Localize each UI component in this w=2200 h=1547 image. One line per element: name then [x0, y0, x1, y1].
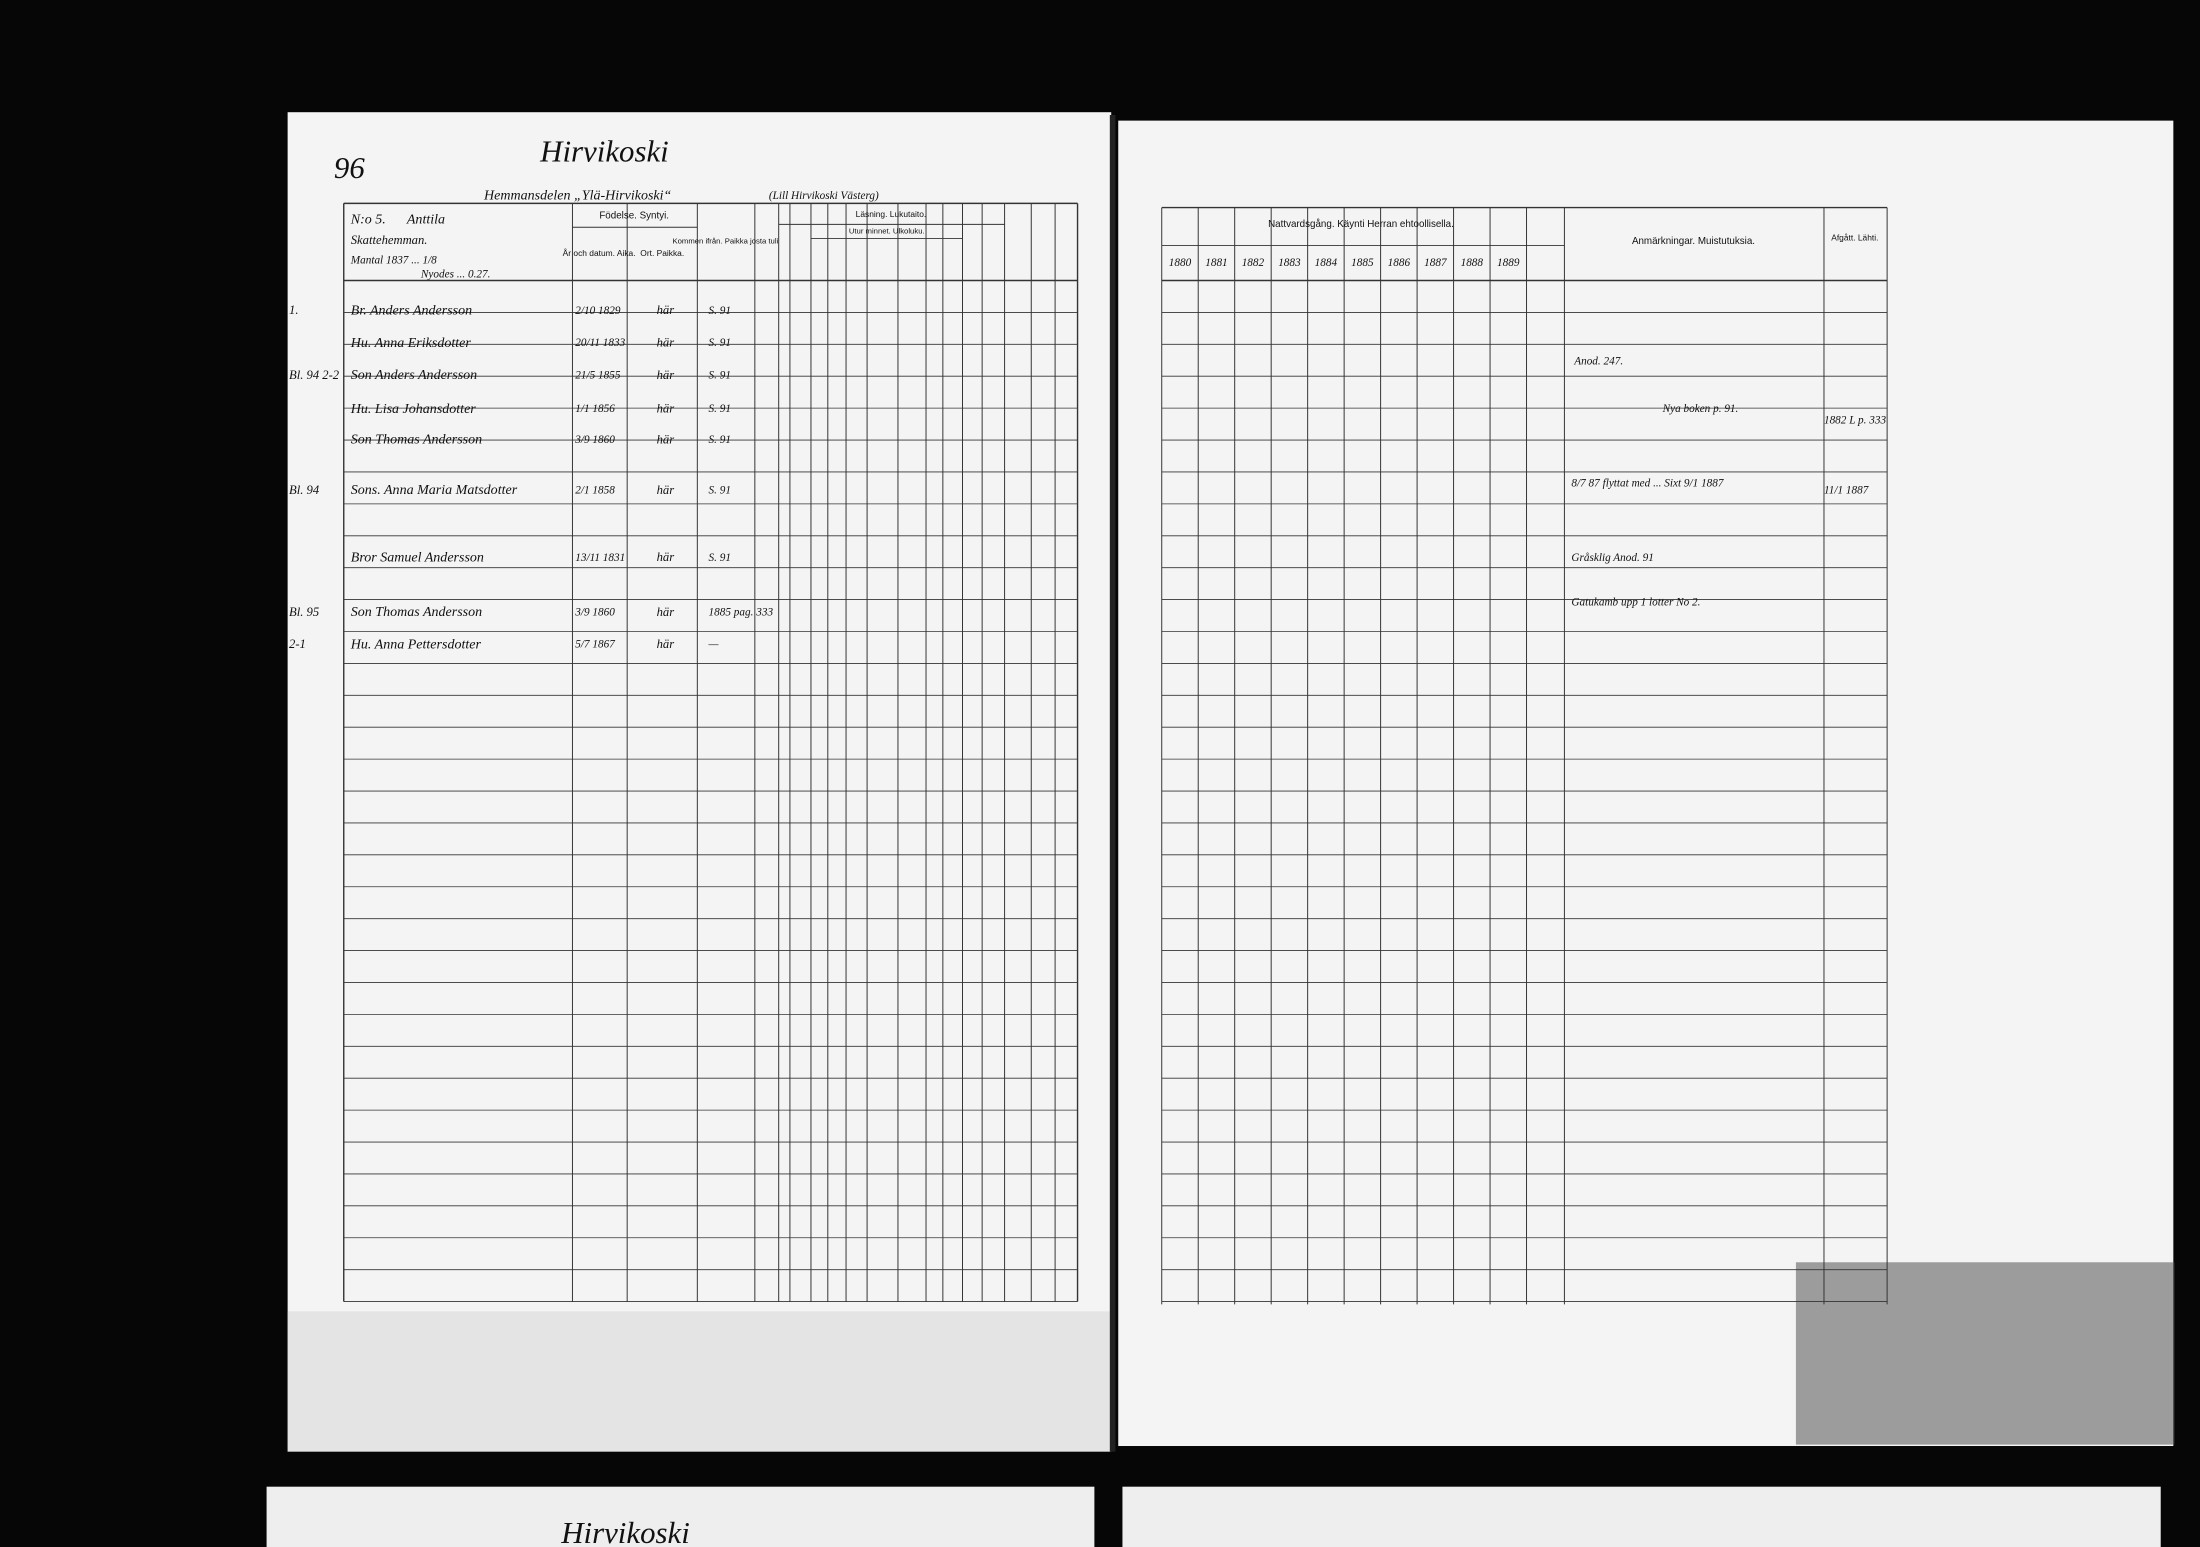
right-shadow	[1795, 1262, 2175, 1445]
text: Bror Samuel Andersson	[351, 550, 484, 565]
text: Anttila	[406, 212, 445, 227]
text-layer: 96 Hirvikoski Hemmansdelen „Ylä-Hirvikoski…	[289, 134, 1886, 1547]
text: Hu. Anna Pettersdotter	[350, 637, 482, 652]
text: 1/1 1856	[575, 403, 615, 415]
text: här	[657, 303, 675, 317]
lower-left-sheet	[266, 1486, 1095, 1547]
text: Ort. Paikka.	[640, 248, 684, 258]
text: Hu. Lisa Johansdotter	[350, 402, 477, 417]
text: här	[657, 605, 675, 619]
text: 8/7 87 flyttat med ... Sixt 9/1 1887	[1571, 477, 1723, 489]
text: här	[657, 483, 675, 497]
text: Sons. Anna Maria Matsdotter	[351, 483, 518, 498]
text: Bl. 94	[289, 483, 320, 497]
text: Gatukamb upp 1 lotter No 2.	[1571, 597, 1700, 609]
text: 2/10 1829	[575, 305, 621, 317]
text: här	[657, 432, 675, 446]
text: Läsning. Lukutaito.	[856, 209, 927, 219]
text: S. 91	[709, 337, 731, 349]
text: S. 91	[709, 369, 731, 381]
text: Br. Anders Andersson	[351, 304, 472, 319]
right-sheet	[1118, 120, 2174, 1447]
text: 1884	[1315, 257, 1338, 269]
text: 13/11 1831	[575, 552, 625, 564]
text: —	[708, 639, 720, 651]
text: 1882 L p. 333	[1824, 414, 1887, 426]
text: 2-1	[289, 637, 306, 651]
text: Son Thomas Andersson	[351, 605, 482, 620]
text: Hu. Anna Eriksdotter	[350, 336, 472, 351]
text: 11/1 1887	[1824, 484, 1869, 496]
lower-right-sheet	[1122, 1486, 2161, 1547]
text: 3/9 1860	[574, 606, 615, 618]
text: här	[657, 550, 675, 564]
text: 1885 pag. 333	[709, 606, 774, 618]
text: Afgått. Lähti.	[1831, 233, 1878, 243]
text: S. 91	[709, 552, 731, 564]
text: 96	[334, 151, 365, 185]
text: S. 91	[709, 403, 731, 415]
ruling	[343, 202, 1888, 1305]
text: 1887	[1424, 257, 1447, 269]
text: här	[657, 401, 675, 415]
text: Nattvardsgång. Käynti Herran ehtoollisel…	[1268, 219, 1454, 230]
left-shadow	[287, 1311, 1112, 1452]
text: Son Thomas Andersson	[351, 433, 482, 448]
text: Anod. 247.	[1573, 355, 1623, 367]
text: 1880	[1169, 257, 1192, 269]
text: Födelse. Syntyi.	[599, 211, 669, 222]
text: 21/5 1855	[575, 369, 621, 381]
text: Gråsklig Anod. 91	[1571, 552, 1653, 564]
text: 1883	[1278, 257, 1301, 269]
text: S. 91	[709, 434, 731, 446]
text: Mantal 1837 ... 1/8	[350, 254, 437, 266]
text: Bl. 95	[289, 605, 319, 619]
text: 1882	[1242, 257, 1265, 269]
text: 5/7 1867	[575, 639, 615, 651]
text: här	[657, 368, 675, 382]
text: Utur minnet. Ulkoluku.	[849, 226, 925, 235]
left-sheet	[287, 112, 1112, 1452]
text: 1881	[1205, 257, 1227, 269]
text: Nyodes ... 0.27.	[420, 268, 491, 280]
text: 20/11 1833	[575, 337, 625, 349]
text: (Lill Hirvikoski Västerg)	[769, 190, 879, 202]
text: 1886	[1388, 257, 1411, 269]
text: 1885	[1351, 257, 1374, 269]
text: 1888	[1461, 257, 1484, 269]
text: Anmärkningar. Muistutuksia.	[1632, 236, 1755, 247]
text: S. 91	[709, 305, 731, 317]
text: Hirvikoski	[539, 134, 669, 168]
text: här	[657, 336, 675, 350]
text: Skattehemman.	[351, 233, 428, 247]
text: Hirvikoski	[560, 1516, 690, 1547]
text: Bl. 94 2-2	[289, 368, 340, 382]
text: Hemmansdelen „Ylä-Hirvikoski“	[483, 189, 671, 204]
text: 3/9 1860	[574, 434, 615, 446]
text: Kommen ifrån. Paikka josta tuli	[672, 236, 778, 245]
text: S. 91	[709, 484, 731, 496]
text: Nya boken p. 91.	[1662, 403, 1739, 415]
text: År och datum. Aika.	[563, 248, 636, 258]
text: 1.	[289, 303, 298, 317]
text: här	[657, 637, 675, 651]
text: N:o 5.	[350, 212, 386, 227]
text: 1889	[1497, 257, 1520, 269]
text: Son Anders Andersson	[351, 368, 477, 383]
text: 2/1 1858	[575, 484, 615, 496]
